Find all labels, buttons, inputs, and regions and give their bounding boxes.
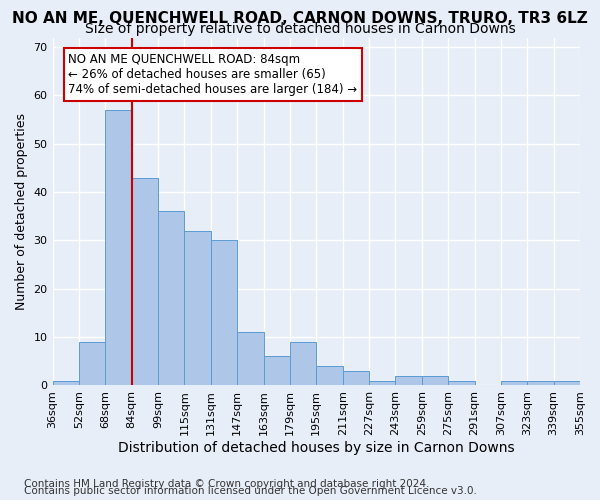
Bar [184, 231, 211, 386]
Text: Contains HM Land Registry data © Crown copyright and database right 2024.: Contains HM Land Registry data © Crown c… [24, 479, 430, 489]
Y-axis label: Number of detached properties: Number of detached properties [15, 113, 28, 310]
Bar [369, 380, 395, 386]
Bar [105, 110, 131, 386]
Bar [263, 356, 290, 386]
Bar [290, 342, 316, 386]
Bar [343, 371, 369, 386]
Bar [131, 178, 158, 386]
Bar [237, 332, 263, 386]
Text: NO AN ME, QUENCHWELL ROAD, CARNON DOWNS, TRURO, TR3 6LZ: NO AN ME, QUENCHWELL ROAD, CARNON DOWNS,… [12, 11, 588, 26]
Bar [554, 380, 580, 386]
Bar [53, 380, 79, 386]
Bar [422, 376, 448, 386]
Bar [395, 376, 422, 386]
Bar [316, 366, 343, 386]
Text: NO AN ME QUENCHWELL ROAD: 84sqm
← 26% of detached houses are smaller (65)
74% of: NO AN ME QUENCHWELL ROAD: 84sqm ← 26% of… [68, 53, 358, 96]
Bar [527, 380, 554, 386]
X-axis label: Distribution of detached houses by size in Carnon Downs: Distribution of detached houses by size … [118, 441, 515, 455]
Bar [158, 212, 184, 386]
Bar [211, 240, 237, 386]
Text: Size of property relative to detached houses in Carnon Downs: Size of property relative to detached ho… [85, 22, 515, 36]
Text: Contains public sector information licensed under the Open Government Licence v3: Contains public sector information licen… [24, 486, 477, 496]
Bar [79, 342, 105, 386]
Bar [448, 380, 475, 386]
Bar [501, 380, 527, 386]
